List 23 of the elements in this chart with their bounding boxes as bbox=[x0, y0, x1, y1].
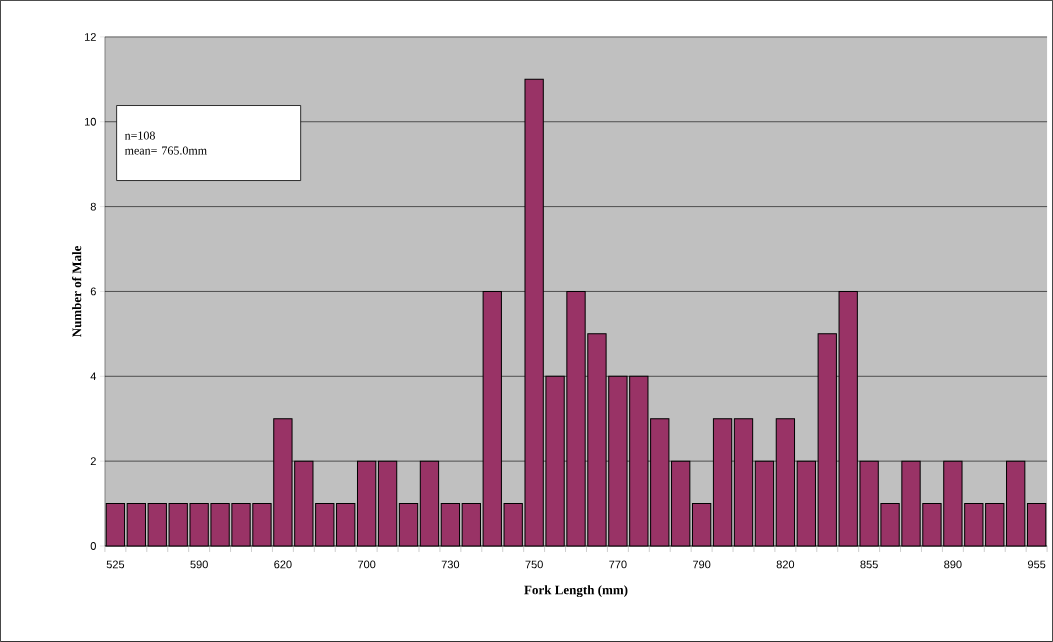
y-tick-label: 4 bbox=[90, 372, 97, 381]
y-tick-label: 6 bbox=[90, 287, 96, 296]
x-tick-label: 820 bbox=[776, 560, 795, 569]
y-tick-label: 8 bbox=[90, 202, 96, 211]
x-tick-label: 890 bbox=[944, 560, 962, 569]
annotation: mean= 765.0mm bbox=[124, 146, 207, 155]
x-tick-label: 750 bbox=[525, 560, 543, 569]
y-tick-label: 2 bbox=[90, 457, 96, 466]
y-tick-label: 12 bbox=[84, 33, 96, 41]
y-tick-label: 0 bbox=[90, 542, 96, 550]
x-tick-label: 700 bbox=[358, 560, 376, 569]
x-tick-label: 525 bbox=[106, 560, 125, 569]
x-tick-label: 855 bbox=[860, 560, 878, 569]
x-tick-label: 730 bbox=[441, 560, 460, 569]
x-tick-label: 770 bbox=[609, 560, 627, 569]
y-tick-label: 10 bbox=[84, 117, 96, 126]
annotation: n=108 bbox=[124, 131, 155, 140]
x-tick-label: 790 bbox=[693, 560, 711, 569]
x-tick-label: 955 bbox=[1027, 560, 1046, 569]
y-axis-title: Number of Male bbox=[71, 245, 82, 338]
x-axis-title: Fork Length (mm) bbox=[524, 585, 628, 598]
x-tick-label: 620 bbox=[274, 560, 292, 569]
x-tick-label: 590 bbox=[190, 560, 208, 569]
